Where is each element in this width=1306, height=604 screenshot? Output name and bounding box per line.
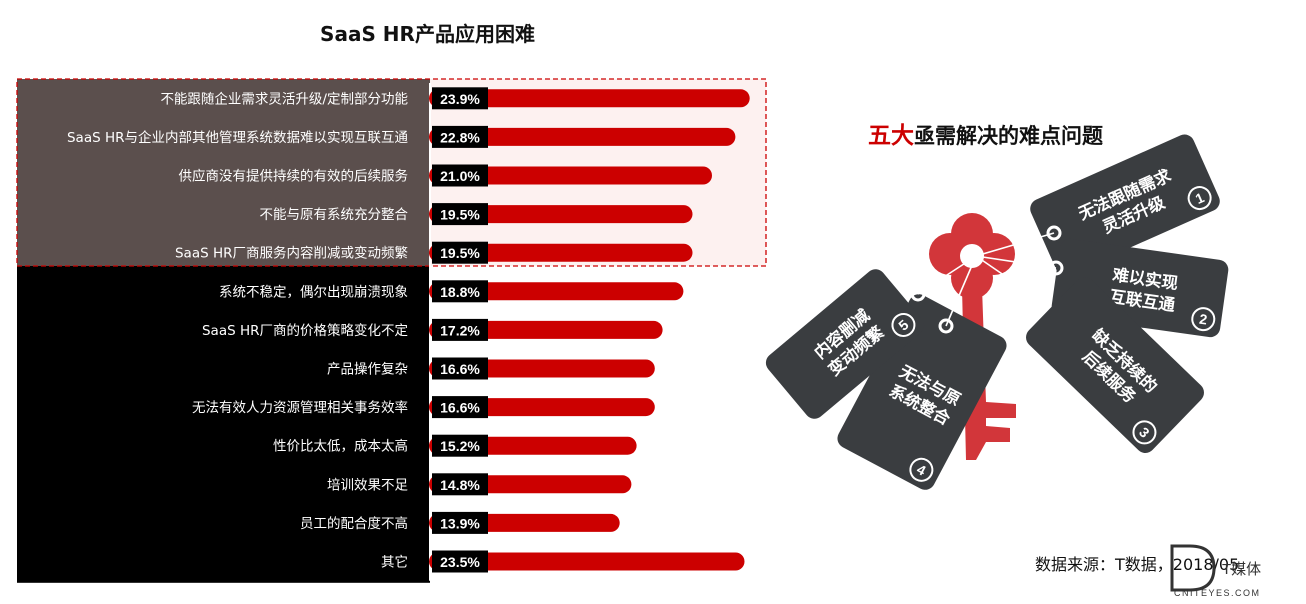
category-label: 培训效果不足 [327,477,408,493]
tag-hole [938,318,954,334]
highlight-label-panel [17,79,430,266]
value-label: 22.8% [440,129,480,145]
bar-chart: 不能跟随企业需求灵活升级/定制部分功能 23.9% SaaS HR与企业内部其他管理… [16,78,767,583]
key-string [945,255,977,327]
category-label: SaaS HR厂商的价格策略变化不定 [202,322,408,339]
data-source: 数据来源：T数据，2018/05 [1035,555,1240,574]
logo-subtext: CNITEYES.COM [1174,588,1261,598]
value-label: 15.2% [440,438,480,454]
tag-hole [1048,260,1064,276]
value-label-bg [432,357,488,380]
value-label-bg [432,164,488,187]
value-label: 13.9% [440,515,480,531]
key-string [975,232,1055,257]
value-label: 23.9% [440,91,480,107]
tag-body [765,269,925,419]
tag-number-circle [909,457,934,482]
key-string [975,255,1057,269]
key-icon [929,213,1016,460]
category-label: SaaS HR厂商服务内容削减或变动频繁 [175,245,409,262]
value-label: 19.5% [440,245,480,261]
category-label: 无法有效人力资源管理相关事务效率 [192,399,408,416]
category-label: 性价比太低，成本太高 [273,438,408,455]
highlight-outline [16,78,767,267]
value-label: 21.0% [440,168,480,184]
category-label: SaaS HR与企业内部其他管理系统数据难以实现互联互通 [67,129,409,146]
label-panel [17,266,430,583]
value-label: 23.5% [440,554,480,570]
category-label: 员工的配合度不高 [300,515,408,532]
value-label: 14.8% [440,477,480,493]
value-label: 18.8% [440,284,480,300]
logo-mark [1170,544,1216,592]
tag-hole [1032,292,1048,308]
tag-number-circle [1191,307,1216,332]
value-label-bg [432,434,488,457]
value-label: 19.5% [440,207,480,223]
right-title-emphasis: 五大 [868,123,914,149]
tag-hole [1046,225,1062,241]
value-label-bg [432,125,488,148]
tag-number-circle [1187,186,1212,211]
value-label-bg [432,318,488,341]
chart-title: SaaS HR产品应用困难 [320,22,535,46]
value-label: 16.6% [440,400,480,416]
category-label: 不能跟随企业需求灵活升级/定制部分功能 [160,90,408,107]
tag-hole [910,286,926,302]
value-label-bg [432,473,488,496]
category-label: 供应商没有提供持续的有效的后续服务 [179,168,409,185]
value-label-bg [432,280,488,303]
tag-number: 2 [1198,311,1208,328]
value-label-bg [432,396,488,419]
tag-number-circle [891,312,916,337]
value-label: 17.2% [440,322,480,338]
value-label-bg [432,87,488,110]
value-label-bg [432,241,488,264]
category-label: 产品操作复杂 [327,361,408,378]
category-label: 其它 [381,554,408,571]
tag-body [1026,277,1204,453]
right-panel-title: 五大亟需解决的难点问题 [868,116,1103,150]
value-label-bg [432,550,488,573]
brand-logo: T媒体 CNITEYES.COM [1170,544,1261,598]
key-string [917,255,977,295]
tag-body [837,294,1007,490]
value-label-bg [432,511,488,534]
tag-number-circle [1132,420,1157,445]
value-label: 16.6% [440,361,480,377]
value-label-bg [432,203,488,226]
right-title-rest: 亟需解决的难点问题 [914,124,1103,148]
key-string [975,255,1041,301]
category-label: 不能与原有系统充分整合 [260,207,409,223]
logo-text: T媒体 [1222,561,1261,578]
category-label: 系统不稳定，偶尔出现崩溃现象 [219,284,408,300]
